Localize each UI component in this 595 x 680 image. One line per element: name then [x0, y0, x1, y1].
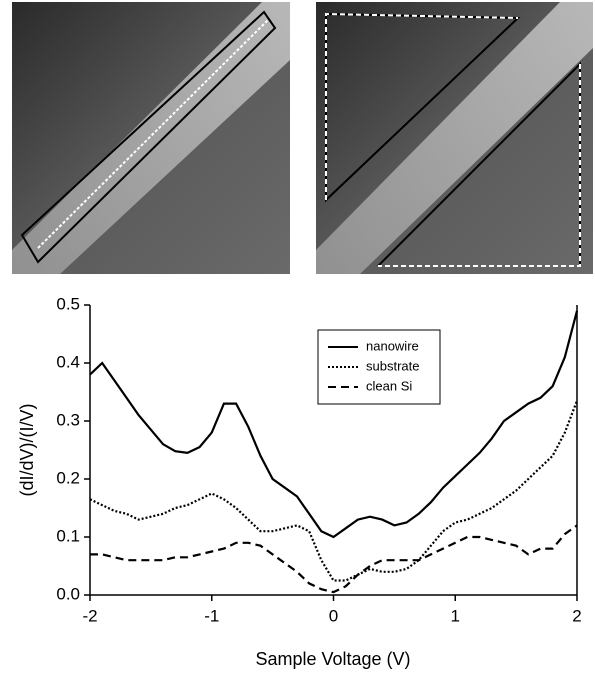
- legend-box: [317, 329, 441, 405]
- x-tick-label: -2: [82, 606, 97, 625]
- stm-image-right: [316, 2, 593, 274]
- series-line: [90, 524, 578, 594]
- legend-label: nanowire: [366, 338, 419, 353]
- legend-label: substrate: [366, 358, 419, 373]
- y-tick-label: 0.3: [56, 410, 80, 429]
- x-tick-label: 2: [572, 606, 581, 625]
- x-tick-label: -1: [204, 606, 219, 625]
- y-tick-label: 0.5: [56, 294, 80, 313]
- series-line: [89, 310, 579, 539]
- x-tick-label: 1: [451, 606, 460, 625]
- stm-image-left: [12, 2, 290, 274]
- y-tick-label: 0.2: [56, 468, 80, 487]
- legend-label: clean Si: [366, 378, 412, 393]
- series-line: [89, 400, 579, 582]
- y-axis-label: (dI/dV)/(I/V): [17, 403, 37, 496]
- x-axis-label: Sample Voltage (V): [255, 649, 410, 669]
- x-tick-label: 0: [329, 606, 338, 625]
- y-tick-label: 0.4: [56, 352, 80, 371]
- y-tick-label: 0.1: [56, 526, 80, 545]
- y-tick-label: 0.0: [56, 584, 80, 603]
